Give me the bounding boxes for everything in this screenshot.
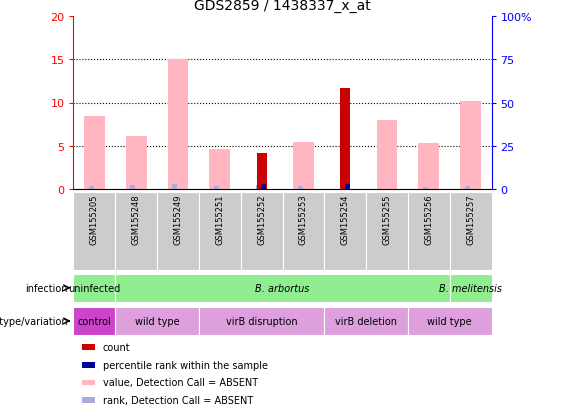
Text: GSM155254: GSM155254	[341, 195, 350, 245]
Bar	[131, 186, 136, 190]
Text: B. arbortus: B. arbortus	[255, 283, 310, 293]
Bar	[282, 192, 324, 271]
Bar	[261, 185, 266, 190]
Text: virB deletion: virB deletion	[335, 316, 397, 326]
Bar	[172, 185, 177, 190]
Text: GSM155255: GSM155255	[383, 195, 392, 245]
Title: GDS2859 / 1438337_x_at: GDS2859 / 1438337_x_at	[194, 0, 371, 13]
Text: wild type: wild type	[428, 316, 472, 326]
Bar	[241, 192, 282, 271]
Bar	[157, 192, 199, 271]
Bar	[214, 187, 219, 190]
Text: percentile rank within the sample: percentile rank within the sample	[103, 360, 268, 370]
Bar	[450, 192, 492, 271]
Text: B. melitensis: B. melitensis	[439, 283, 502, 293]
Bar	[366, 192, 408, 271]
Bar	[73, 307, 115, 335]
Text: GSM155248: GSM155248	[132, 195, 141, 245]
Text: wild type: wild type	[135, 316, 179, 326]
Bar	[84, 116, 105, 190]
Bar	[324, 192, 366, 271]
Text: count: count	[103, 342, 131, 352]
Bar	[115, 192, 157, 271]
Bar	[465, 187, 470, 190]
Text: GSM155253: GSM155253	[299, 195, 308, 245]
Text: GSM155249: GSM155249	[173, 195, 182, 245]
Text: infection: infection	[25, 283, 68, 293]
Bar	[324, 307, 408, 335]
Text: control: control	[77, 316, 111, 326]
Bar	[408, 192, 450, 271]
Bar	[82, 344, 95, 350]
Bar	[73, 192, 115, 271]
Bar	[125, 136, 147, 190]
Bar	[199, 307, 324, 335]
Bar	[82, 397, 95, 403]
Bar	[418, 144, 440, 190]
Bar	[73, 274, 115, 302]
Bar	[115, 307, 199, 335]
Bar	[82, 380, 95, 385]
Bar	[298, 187, 303, 190]
Text: GSM155251: GSM155251	[215, 195, 224, 245]
Bar	[450, 274, 492, 302]
Bar	[377, 121, 398, 190]
Bar	[423, 188, 428, 190]
Bar	[340, 88, 350, 190]
Text: GSM155205: GSM155205	[90, 195, 99, 245]
Text: value, Detection Call = ABSENT: value, Detection Call = ABSENT	[103, 377, 258, 387]
Bar	[82, 362, 95, 368]
Text: GSM155256: GSM155256	[424, 195, 433, 245]
Bar	[89, 187, 94, 190]
Bar	[293, 142, 314, 190]
Bar	[167, 60, 189, 190]
Bar	[256, 186, 261, 190]
Bar	[115, 274, 450, 302]
Text: rank, Detection Call = ABSENT: rank, Detection Call = ABSENT	[103, 395, 253, 405]
Text: uninfected: uninfected	[68, 283, 120, 293]
Text: GSM155252: GSM155252	[257, 195, 266, 245]
Bar	[199, 192, 241, 271]
Bar	[460, 102, 481, 190]
Bar	[408, 307, 492, 335]
Bar	[209, 150, 231, 190]
Text: virB disruption: virB disruption	[226, 316, 297, 326]
Bar	[345, 184, 350, 190]
Text: GSM155257: GSM155257	[466, 195, 475, 245]
Text: genotype/variation: genotype/variation	[0, 316, 68, 326]
Bar	[257, 154, 267, 190]
